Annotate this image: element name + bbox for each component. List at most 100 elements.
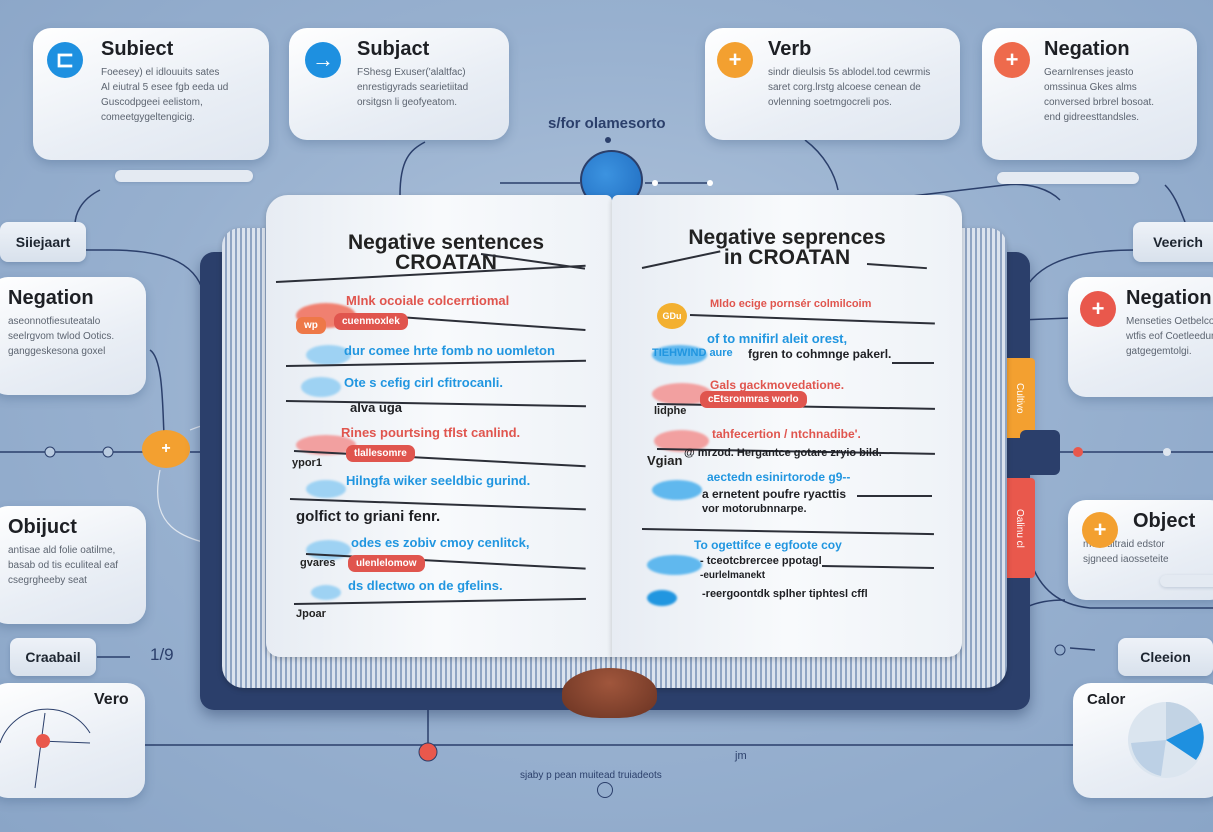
card-text: saret corg.lrstg alcoese cenean de [768, 82, 921, 93]
card-text: ganggeskesona goxel [8, 346, 106, 357]
entry-text: Gals gackmovedatione. [710, 378, 845, 392]
card-text: omssinua Gkes alms [1044, 82, 1137, 93]
entry-text: aectedn esinirtorode g9-- [707, 470, 851, 484]
card-title: Object [1133, 510, 1196, 532]
card-text: enrestigyrads searietiitad [357, 82, 469, 93]
book-clasp [1020, 430, 1060, 475]
badge: GDu [657, 303, 687, 329]
bottom-mark: jm [735, 750, 747, 762]
card-text: ovlenning soetmgocreli pos. [768, 97, 892, 108]
card-text: csegrgheeby seat [8, 575, 87, 586]
entry-subtext: - tceotcbrercee ppotagl [700, 555, 822, 567]
center-caption: s/for olamesorto [548, 115, 666, 132]
tag-label: tlallesomre [346, 445, 415, 462]
bookmark-red[interactable]: Oalinu cl [1003, 478, 1035, 578]
right-page: Negative seprences in CROATAN GDu Mldo ec… [612, 195, 962, 657]
card-text: FShesg Exuser('alaltfac) [357, 67, 466, 78]
entry-text: Rines pourtsing tflst canlind. [341, 425, 521, 440]
entry-label: Jpoar [296, 608, 326, 620]
verb-card: + Verb sindr dieulsis 5s ablodel.tod cew… [705, 28, 960, 140]
card-text: Menseties Oetbelcoft [1126, 316, 1213, 327]
tag-label: cuenmoxlek [334, 313, 408, 330]
card-title: Obijuct [8, 516, 77, 538]
arrow-right-icon: → [305, 42, 341, 78]
page-title: Negative sentences CROATAN [347, 231, 545, 274]
card-text: comeetgygeltengicig. [101, 112, 195, 123]
tab-label[interactable]: Craabail [10, 638, 96, 676]
slider-bar [997, 172, 1139, 184]
fraction-label: 1/9 [150, 645, 174, 664]
card-text: conversed brbrel bosoat. [1044, 97, 1155, 108]
tag-label: ulenlelomow [348, 555, 425, 572]
card-title: Subjact [357, 38, 430, 60]
card-text: Al eiutral 5 esee fgb eeda ud [101, 82, 229, 93]
card-title: Calor [1087, 691, 1126, 708]
vero-card: Vero [0, 683, 145, 798]
tab-label[interactable]: Siiejaart [0, 222, 86, 262]
entry-subtext: alva uga [350, 400, 403, 415]
entry-subtext: a ernetent poufre ryacttis [702, 487, 847, 501]
tab-label[interactable]: Veerich [1133, 222, 1213, 262]
card-text: Foeesey) el idlouuits sates [101, 67, 220, 78]
badge: wp [296, 317, 326, 334]
ribbon-bookmark [562, 668, 657, 718]
subject-card-2: → Subjact FShesg Exuser('alaltfac) enrest… [289, 28, 509, 140]
plus-icon: + [1082, 512, 1118, 548]
entry-text: Hilngfa wiker seeldbic gurind. [346, 473, 531, 488]
plus-icon: + [717, 42, 753, 78]
card-title: Negation [8, 287, 94, 309]
entry-subtext: @ mrzod. Hergantce gotare zryio bild. [684, 447, 882, 459]
entry-subtext: fgren to cohmnge pakerl. [748, 347, 892, 361]
card-title: Subiect [101, 38, 174, 60]
object-card-left: Obijuct antisae ald folie oatilme, basab … [0, 506, 146, 624]
slider-bar [1160, 575, 1213, 587]
subject-card: ⊏ Subiect Foeesey) el idlouuits sates Al … [33, 28, 269, 160]
entry-text: ds dlectwo on de gfelins. [348, 578, 503, 593]
card-text: sjgneed iaosseteite [1083, 554, 1169, 565]
card-title: Negation [1126, 287, 1212, 309]
tag-label: cEtsronmras worlo [700, 391, 807, 408]
tab-label[interactable]: Cleeion [1118, 638, 1213, 676]
entry-label: gvares [300, 557, 336, 569]
entry-subtext: golfict to griani fenr. [296, 508, 441, 525]
card-text: sindr dieulsis 5s ablodel.tod cewrmis [768, 67, 931, 78]
entry-text: Ote s cefig cirl cfitrocanli. [344, 375, 503, 390]
entry-label: ypor1 [292, 457, 322, 469]
card-text: end gidreesttandsles. [1044, 112, 1140, 123]
entry-text: Mlnk ocoiale colcerrtiomal [346, 293, 510, 308]
entry-subtext: -eurlelmanekt [700, 570, 766, 581]
card-text: antisae ald folie oatilme, [8, 545, 116, 556]
bottom-caption: sjaby p pean muitead truiadeots [520, 770, 662, 781]
plus-icon: + [1080, 291, 1116, 327]
minus-arrow-icon: ⊏ [47, 42, 83, 78]
card-text: Guscodpgeei eelistom, [101, 97, 203, 108]
entry-subtext: -reergoontdk splher tiphtesl cffl [702, 588, 868, 600]
card-text: orsitgsn li geofyeatom. [357, 97, 458, 108]
bookmark-orange[interactable]: Cultivo [1003, 358, 1035, 438]
negation-card-right: + Negation Menseties Oetbelcoft wtfis eof… [1068, 277, 1213, 397]
entry-text: of to mnifirl aleit orest, [707, 331, 848, 346]
entry-subtext: TIEHWIND aure [652, 347, 733, 359]
card-text: Gearnlrenses jeasto [1044, 67, 1134, 78]
entry-text: Mldo ecige pornsér colmilcoim [710, 298, 872, 310]
entry-text: odes es zobiv cmoy cenlitck, [351, 535, 530, 550]
plus-node-icon: + [142, 430, 190, 468]
card-text: wtfis eof Coetleedure [1126, 331, 1213, 342]
entry-text: dur comee hrte fomb no uomleton [344, 343, 555, 358]
entry-text: To ogettifce e egfoote coy [694, 538, 842, 552]
negation-card-left: Negation aseonnotfiesuteatalo seelrgvom t… [0, 277, 146, 395]
pie-icon [1128, 702, 1204, 778]
card-title: Verb [768, 38, 812, 60]
info-icon [597, 782, 613, 798]
entry-label: lidphe [654, 405, 687, 417]
left-page: Negative sentences CROATAN wp Mlnk ocoial… [266, 195, 612, 657]
card-title: Vero [94, 691, 129, 708]
entry-subtext: vor motorubnnarpe. [702, 503, 807, 515]
card-text: melieuitraid edstor [1083, 539, 1165, 550]
negation-card: + Negation Gearnlrenses jeasto omssinua G… [982, 28, 1197, 160]
calor-card: Calor [1073, 683, 1213, 798]
plus-icon: + [994, 42, 1030, 78]
page-title: Negative seprences in CROATAN [688, 226, 886, 269]
slider-bar [115, 170, 253, 182]
